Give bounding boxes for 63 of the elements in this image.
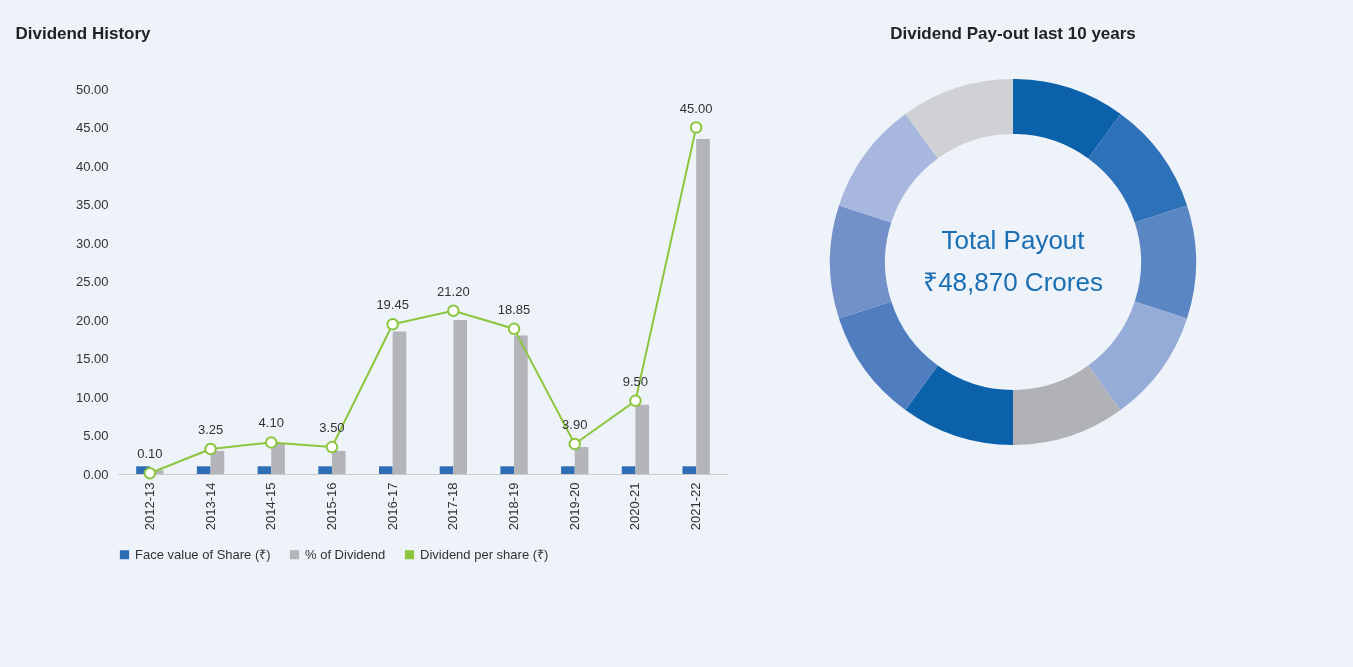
bar [318,466,332,474]
y-tick-label: 5.00 [83,428,109,443]
bar [379,466,393,474]
point [325,440,339,454]
point [629,394,642,408]
y-tick-label: 20.00 [75,312,109,328]
data-label: 4.10 [258,415,284,431]
bar [635,404,650,474]
x-tick-label: 2012-13 [141,482,157,531]
y-tick-label: 45.00 [75,120,109,135]
data-label: 19.45 [376,297,409,313]
chart-title: Dividend History [15,24,152,43]
point [568,437,581,451]
y-tick-label: 35.00 [75,197,109,212]
bar [500,466,515,474]
bar [514,335,528,474]
legend-label: % of Dividend [305,546,386,562]
y-tick-label: 30.00 [75,235,109,251]
bar [271,443,285,474]
bar [439,466,454,474]
x-tick-label: 2016-17 [384,482,400,531]
x-tick-label: 2014-15 [263,482,279,531]
legend-label: Face value of Share (₹) [135,546,271,562]
bar [392,331,407,474]
bar [453,320,467,474]
x-tick-label: 2018-19 [506,482,522,531]
y-tick-label: 40.00 [75,158,109,174]
bar [574,447,589,474]
y-tick-label: 25.00 [75,274,109,289]
data-label: 0.10 [137,446,163,462]
bar [210,450,225,474]
point [143,467,157,480]
bar [696,139,710,474]
x-tick-label: 2017-18 [445,482,461,531]
point [265,436,278,449]
bar [196,466,211,474]
bar [257,466,272,474]
x-tick-label: 2019-20 [566,482,582,531]
data-label: 18.85 [497,301,531,317]
bar [621,466,636,474]
data-label: 45.00 [679,100,713,116]
point [386,318,399,331]
bar [682,466,697,474]
chart-title: Dividend Pay-out last 10 years [890,24,1136,43]
point [447,304,460,317]
x-tick-label: 2021-22 [688,482,704,531]
data-label: 3.25 [197,421,224,437]
point [689,121,703,134]
x-tick-label: 2020-21 [627,482,643,531]
y-tick-label: 15.00 [75,351,109,366]
x-tick-label: 2013-14 [202,482,218,531]
point [507,322,521,336]
legend-label: Dividend per share (₹) [420,546,549,562]
y-tick-label: 50.00 [75,81,109,97]
bar [561,466,575,474]
x-tick-label: 2015-16 [323,482,339,531]
y-tick-label: 10.00 [75,389,109,405]
text: Total Payout [941,225,1086,255]
bar [331,450,346,474]
y-tick-label: 0.00 [83,466,109,482]
point [204,442,217,456]
text: ₹48,870 Crores [923,267,1103,297]
data-label: 21.20 [437,283,470,299]
